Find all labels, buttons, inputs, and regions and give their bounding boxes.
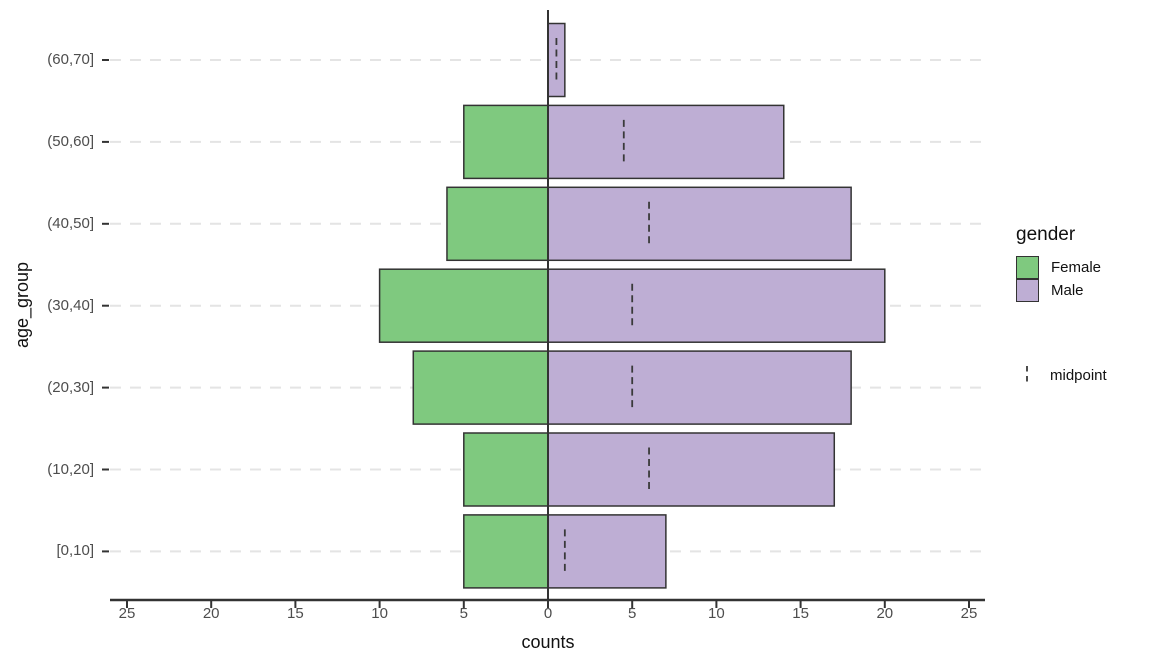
bar-female-(40,50] (446, 186, 549, 262)
bar-male-[0,10] (547, 514, 667, 589)
bar-male-(50,60] (547, 104, 785, 180)
legend-label-midpoint: midpoint (1050, 367, 1107, 384)
bar-male-(10,20] (547, 432, 836, 507)
y-tick-label: (10,20] (47, 460, 94, 478)
midpoint-dash-icon (1016, 365, 1038, 387)
legend-label-female: Female (1051, 259, 1102, 276)
x-tick-label: 5 (628, 605, 637, 622)
x-tick-label: 10 (708, 605, 725, 622)
bar-female-(10,20] (463, 432, 549, 507)
legend-entry-male: Male (1016, 279, 1107, 302)
bar-female-[0,10] (463, 514, 549, 589)
y-tick-label: (30,40] (47, 296, 94, 314)
male-color-swatch (1016, 279, 1039, 302)
x-tick-label: 5 (459, 605, 468, 622)
x-tick-label: 0 (543, 605, 553, 622)
x-tick-label: 10 (371, 605, 388, 622)
y-tick-label: (20,30] (47, 378, 94, 396)
bar-female-(20,30] (412, 350, 549, 425)
x-tick-label: 25 (960, 605, 978, 622)
x-axis-title: counts (521, 632, 575, 652)
bar-male-(20,30] (547, 350, 852, 425)
x-tick-label: 25 (118, 605, 136, 622)
y-tick-label: (60,70] (47, 51, 94, 68)
y-axis-title: age_group (12, 261, 32, 349)
legend-label-male: Male (1051, 282, 1084, 299)
legend-entry-female: Female (1016, 256, 1107, 279)
x-tick-label: 20 (876, 605, 894, 622)
x-tick-label: 20 (202, 605, 220, 622)
x-tick-label: 15 (792, 605, 809, 622)
legend-title: gender (1016, 224, 1076, 245)
female-color-swatch (1016, 256, 1039, 279)
legend: gender Female Male midpoint (1016, 224, 1107, 387)
y-tick-label: [0,10] (56, 542, 94, 560)
bar-female-(30,40] (378, 268, 549, 343)
bar-male-(40,50] (547, 186, 852, 262)
legend-entry-midpoint: midpoint (1016, 364, 1107, 387)
y-tick-label: (40,50] (47, 214, 94, 232)
x-tick-label: 15 (287, 605, 304, 622)
y-tick-label: (50,60] (47, 132, 94, 150)
y-axis-tick-labels: (60,70] (50,60] (40,50] (30,40] (20,30] (10,2… (0, 0, 97, 672)
